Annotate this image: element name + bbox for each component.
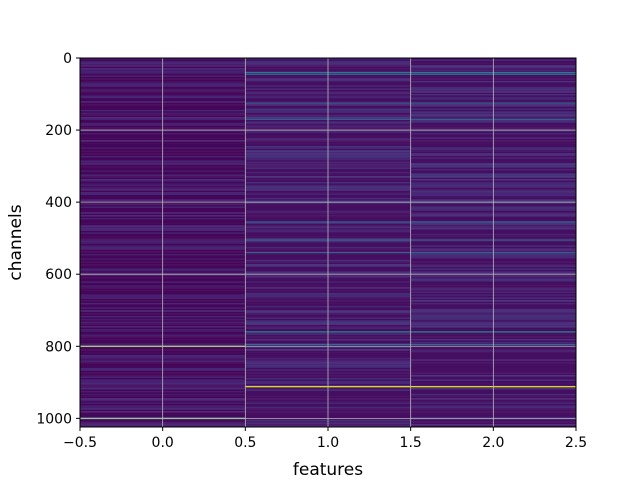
x-tick-label: 0.5 — [234, 435, 256, 451]
y-tick-label: 1000 — [36, 411, 72, 427]
x-axis-label: features — [293, 460, 363, 480]
x-axis-ticks: −0.5 0.0 0.5 1.0 1.5 2.0 2.5 — [63, 427, 587, 451]
y-tick-label: 800 — [45, 339, 72, 355]
x-tick-label: 0.0 — [152, 435, 174, 451]
x-tick-label: 1.0 — [317, 435, 339, 451]
y-axis-label: channels — [6, 204, 26, 280]
y-tick-label: 0 — [63, 51, 72, 67]
x-tick-label: 2.0 — [482, 435, 504, 451]
y-tick-label: 400 — [45, 195, 72, 211]
y-tick-label: 600 — [45, 267, 72, 283]
y-tick-label: 200 — [45, 123, 72, 139]
x-tick-label: 1.5 — [400, 435, 422, 451]
x-tick-label: −0.5 — [63, 435, 97, 451]
x-tick-label: 2.5 — [565, 435, 587, 451]
y-axis-ticks: 0 200 400 600 800 1000 — [36, 51, 80, 427]
